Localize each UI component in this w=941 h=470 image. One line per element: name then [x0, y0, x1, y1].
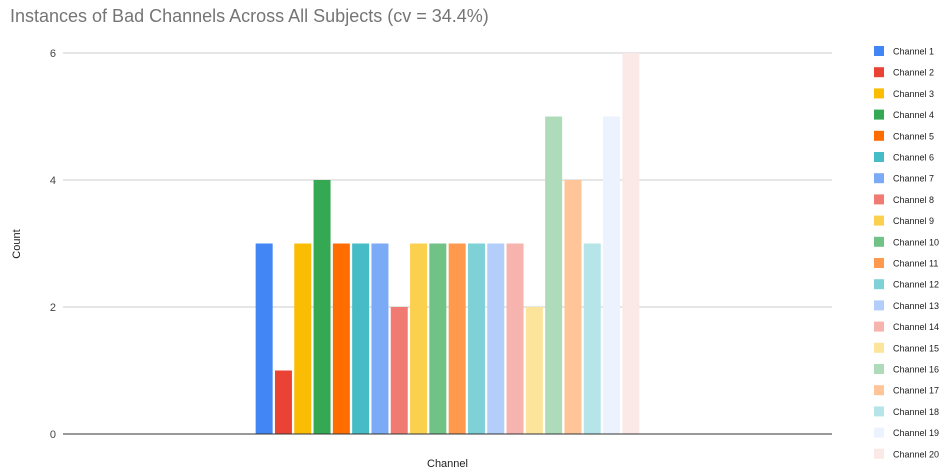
legend-label: Channel 19	[893, 428, 939, 438]
legend-item: Channel 1	[874, 46, 934, 57]
legend-label: Channel 3	[893, 89, 934, 99]
legend-label: Channel 4	[893, 110, 934, 120]
legend-item: Channel 14	[874, 321, 939, 332]
legend-swatch	[874, 109, 884, 120]
y-tick-label: 2	[50, 302, 56, 314]
bar-channel-10	[429, 243, 447, 434]
legend-swatch	[874, 406, 884, 417]
legend-label: Channel 1	[893, 47, 934, 57]
legend-label: Channel 11	[893, 259, 938, 269]
legend-item: Channel 6	[874, 152, 934, 163]
bar-channel-20	[622, 53, 640, 434]
bars	[255, 53, 640, 434]
legend-swatch	[874, 364, 884, 374]
y-tick-label: 4	[50, 175, 56, 187]
bar-channel-17	[564, 180, 582, 434]
legend-label: Channel 16	[893, 365, 939, 375]
bar-channel-19	[603, 116, 621, 434]
legend-label: Channel 13	[893, 301, 939, 311]
legend-item: Channel 10	[874, 236, 939, 247]
legend-swatch	[874, 152, 884, 162]
legend-item: Channel 15	[874, 342, 939, 353]
y-tick-labels: 0 2 4 6	[50, 48, 56, 441]
legend-item: Channel 13	[874, 300, 939, 311]
legend-swatch	[874, 46, 884, 56]
bar-channel-5	[332, 243, 350, 434]
bar-channel-14	[506, 243, 524, 434]
legend-item: Channel 20	[874, 448, 939, 459]
legend-item: Channel 2	[874, 67, 934, 78]
legend-item: Channel 17	[874, 385, 939, 396]
bar-channel-11	[448, 243, 466, 434]
legend-swatch	[874, 215, 884, 226]
legend-label: Channel 18	[893, 407, 939, 417]
y-tick-label: 6	[50, 48, 56, 60]
legend-swatch	[874, 321, 884, 332]
legend-item: Channel 3	[874, 88, 934, 99]
legend-label: Channel 9	[893, 216, 934, 226]
legend-swatch	[874, 88, 884, 99]
bar-channel-15	[525, 307, 543, 434]
chart-title: Instances of Bad Channels Across All Sub…	[10, 6, 489, 26]
legend-swatch	[874, 258, 884, 268]
legend-item: Channel 8	[874, 194, 934, 205]
legend-item: Channel 11	[874, 258, 938, 269]
legend-label: Channel 12	[893, 280, 939, 290]
legend-label: Channel 8	[893, 195, 934, 205]
bar-channel-2	[274, 370, 292, 434]
y-axis-label: Count	[11, 229, 23, 258]
legend-label: Channel 5	[893, 131, 934, 141]
legend-item: Channel 4	[874, 109, 934, 120]
legend-item: Channel 7	[874, 173, 934, 184]
bar-channel-8	[390, 307, 408, 434]
bar-channel-4	[313, 180, 331, 434]
bar-channel-6	[352, 243, 370, 434]
legend-item: Channel 19	[874, 427, 939, 438]
legend-swatch	[874, 194, 884, 205]
legend-item: Channel 16	[874, 364, 939, 375]
legend-swatch	[874, 67, 884, 78]
legend-label: Channel 14	[893, 322, 939, 332]
bar-channel-3	[294, 243, 312, 434]
bar-channel-1	[255, 243, 273, 434]
bar-channel-7	[371, 243, 389, 434]
y-tick-label: 0	[50, 429, 56, 441]
legend-swatch	[874, 448, 884, 459]
bar-channel-16	[545, 116, 563, 434]
x-axis-label: Channel	[427, 458, 468, 470]
legend-label: Channel 10	[893, 237, 939, 247]
legend-item: Channel 12	[874, 279, 939, 290]
legend-label: Channel 17	[893, 386, 939, 396]
bar-channel-12	[467, 243, 485, 434]
legend-swatch	[874, 173, 884, 184]
legend: Channel 1 Channel 2 Channel 3 Channel 4 Chan…	[874, 46, 939, 459]
legend-swatch	[874, 385, 884, 396]
legend-swatch	[874, 130, 884, 141]
legend-swatch	[874, 279, 884, 290]
legend-swatch	[874, 236, 884, 247]
bar-channel-13	[487, 243, 505, 434]
bar-channel-18	[583, 243, 601, 434]
legend-item: Channel 18	[874, 406, 939, 417]
legend-label: Channel 15	[893, 343, 939, 353]
legend-label: Channel 6	[893, 153, 934, 163]
bar-channel-9	[410, 243, 428, 434]
legend-swatch	[874, 427, 884, 438]
legend-label: Channel 2	[893, 68, 934, 78]
legend-item: Channel 9	[874, 215, 934, 226]
legend-swatch	[874, 342, 884, 353]
legend-label: Channel 20	[893, 449, 939, 459]
legend-item: Channel 5	[874, 130, 934, 141]
gridlines	[63, 52, 832, 308]
legend-label: Channel 7	[893, 174, 934, 184]
legend-swatch	[874, 300, 884, 311]
